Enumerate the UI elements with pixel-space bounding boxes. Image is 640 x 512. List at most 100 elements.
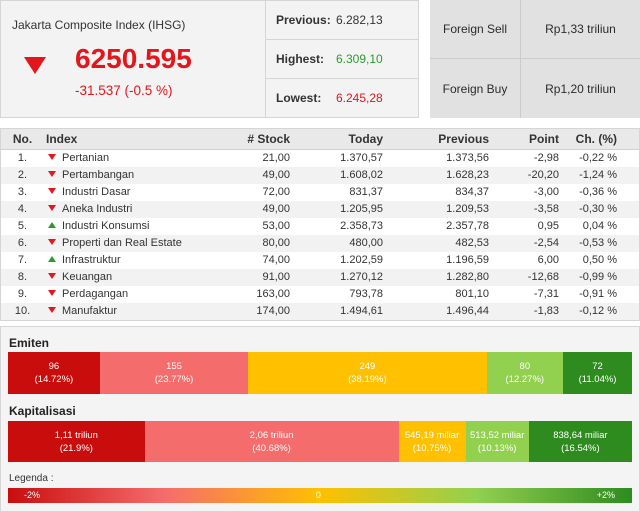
legend-gradient-bar: -2% 0 +2%: [8, 488, 632, 503]
today-value-cell: 480,00: [292, 234, 385, 252]
sector-index-table-panel: No. Index # Stock Today Previous Point C…: [0, 128, 640, 321]
percent-change-cell: 0,50 %: [582, 253, 617, 266]
segment-percent: (11.04%): [578, 374, 617, 385]
segment-percent: (10.13%): [477, 442, 517, 454]
table-row: 9. Perdagangan 163,00 793,78 801,10 -7,31 -0,9…: [1, 286, 639, 303]
column-header-previous: Previous: [385, 129, 491, 150]
segment-value: 155: [166, 361, 182, 372]
stock-count-cell: 53,00: [262, 219, 290, 232]
segment-value: 72: [592, 361, 603, 372]
row-number: 6.: [1, 234, 44, 252]
kapitalisasi-segment: 513,52 miliar (10.13%): [465, 421, 529, 462]
stock-count-cell: 74,00: [262, 253, 290, 266]
sector-name: Keuangan: [62, 270, 113, 283]
foreign-sell-value: Rp1,33 triliun: [521, 0, 640, 59]
row-number: 2.: [1, 166, 44, 184]
sector-name: Aneka Industri: [62, 202, 133, 215]
today-value-cell: 1.370,57: [340, 151, 383, 164]
segment-percent: (12.27%): [505, 374, 545, 385]
stock-count-cell: 163,00: [256, 287, 290, 300]
market-breadth-panel: Emiten 96 (14.72%) 155 (23.77%) 249 (38.19%) 8…: [0, 326, 640, 512]
table-header: No. Index # Stock Today Previous Point C…: [1, 129, 639, 150]
previous-value-cell: 801,10: [455, 287, 489, 300]
sector-cell: Pertanian: [44, 149, 230, 167]
previous-value-cell: 1.628,23: [385, 166, 491, 184]
stock-count-cell: 174,00: [230, 302, 292, 320]
previous-value-cell: 482,53: [385, 234, 491, 252]
emiten-segment: 249 (38.19%): [248, 352, 487, 394]
stock-count-cell: 80,00: [230, 234, 292, 252]
emiten-label: Emiten: [9, 336, 50, 350]
previous-value-cell: 1.496,44: [385, 302, 491, 320]
table-row: 6. Properti dan Real Estate 80,00 480,00 482…: [1, 234, 639, 252]
column-header-change: Ch. (%): [561, 129, 639, 150]
kapitalisasi-segment: 545,19 miliar (10.75%): [398, 421, 466, 462]
sector-cell: Manufaktur: [44, 302, 230, 320]
table-header-row: No. Index # Stock Today Previous Point C…: [1, 129, 639, 150]
foreign-flow-panel: Foreign Sell Rp1,33 triliun Foreign Buy …: [430, 0, 640, 118]
triangle-down-icon: [48, 306, 56, 313]
sector-name: Infrastruktur: [62, 253, 121, 266]
segment-value: 249: [359, 361, 376, 372]
point-change-cell: -2,98: [533, 151, 559, 164]
index-title: Jakarta Composite Index (IHSG): [12, 18, 186, 32]
stat-label-highest: Highest:: [276, 52, 324, 66]
table-row: 4. Aneka Industri 49,00 1.205,95 1.209,53 -3,…: [1, 200, 639, 218]
index-summary-panel: Jakarta Composite Index (IHSG) 6250.595 …: [0, 0, 266, 118]
point-change-cell: -12,68: [491, 268, 561, 286]
percent-change-cell: -0,30 %: [561, 200, 639, 218]
point-change-cell: -2,54: [491, 234, 561, 252]
stat-value-highest: 6.309,10: [336, 52, 383, 66]
triangle-up-icon: [48, 255, 56, 262]
row-number: 7.: [17, 253, 28, 266]
sector-cell: Perdagangan: [44, 286, 230, 303]
sector-name: Properti dan Real Estate: [62, 236, 182, 249]
kapitalisasi-segment: 1,11 triliun (21.9%): [8, 421, 145, 462]
index-value: 6250.595: [75, 43, 192, 74]
table-row: 5. Industri Konsumsi 53,00 2.358,73 2.357,78…: [1, 218, 639, 235]
stat-label-lowest: Lowest:: [276, 91, 322, 105]
point-change-cell: -20,20: [491, 166, 561, 184]
percent-change-cell: -1,24 %: [561, 166, 639, 184]
segment-value: 1,11 triliun: [54, 429, 98, 441]
triangle-down-icon: [48, 204, 56, 211]
emiten-segment: 155 (23.77%): [99, 352, 249, 394]
table-row: 10. Manufaktur 174,00 1.494,61 1.496,44 -1,83…: [1, 302, 639, 320]
percent-change-cell: -0,22 %: [579, 151, 617, 164]
legend-min-label: -2%: [24, 490, 41, 500]
table-row: 2. Pertambangan 49,00 1.608,02 1.628,23 -20,2…: [1, 166, 639, 184]
point-change-cell: 6,00: [537, 253, 559, 266]
today-value-cell: 831,37: [349, 185, 383, 198]
column-header-no: No.: [1, 129, 44, 150]
segment-value: 96: [48, 361, 60, 372]
today-value-cell: 1.608,02: [292, 166, 385, 184]
column-header-point: Point: [491, 129, 561, 150]
percent-change-cell: 0,04 %: [582, 219, 617, 232]
kapitalisasi-segment: 838,64 miliar (16.54%): [528, 421, 632, 462]
previous-value-cell: 834,37: [455, 185, 489, 198]
row-number: 5.: [17, 219, 28, 232]
sector-cell: Infrastruktur: [44, 252, 230, 269]
emiten-segment: 80 (12.27%): [486, 352, 564, 394]
stock-count-cell: 49,00: [230, 200, 292, 218]
row-number: 4.: [1, 200, 44, 218]
today-value-cell: 1.205,95: [292, 200, 385, 218]
kapitalisasi-segment: 2,06 triliun (40.68%): [144, 421, 399, 462]
point-change-cell: 0,95: [537, 219, 559, 232]
today-value-cell: 1.270,12: [292, 268, 385, 286]
legend-max-label: +2%: [596, 490, 615, 500]
percent-change-cell: -0,91 %: [579, 287, 617, 300]
index-stats-panel: Previous: 6.282,13 Highest: 6.309,10 Low…: [265, 0, 419, 118]
table-row: 1. Pertanian 21,00 1.370,57 1.373,56 -2,98 -0,…: [1, 149, 639, 167]
previous-value-cell: 1.373,56: [446, 151, 489, 164]
stat-value-previous: 6.282,13: [336, 13, 383, 27]
sector-cell: Keuangan: [44, 268, 230, 286]
previous-value-cell: 1.209,53: [385, 200, 491, 218]
point-change-cell: -3,00: [533, 185, 559, 198]
foreign-buy-value: Rp1,20 triliun: [545, 81, 616, 96]
row-number: 1.: [17, 151, 28, 164]
previous-value-cell: 1.196,59: [446, 253, 489, 266]
stat-row-highest: Highest: 6.309,10: [266, 39, 418, 78]
sector-cell: Industri Konsumsi: [44, 218, 230, 235]
